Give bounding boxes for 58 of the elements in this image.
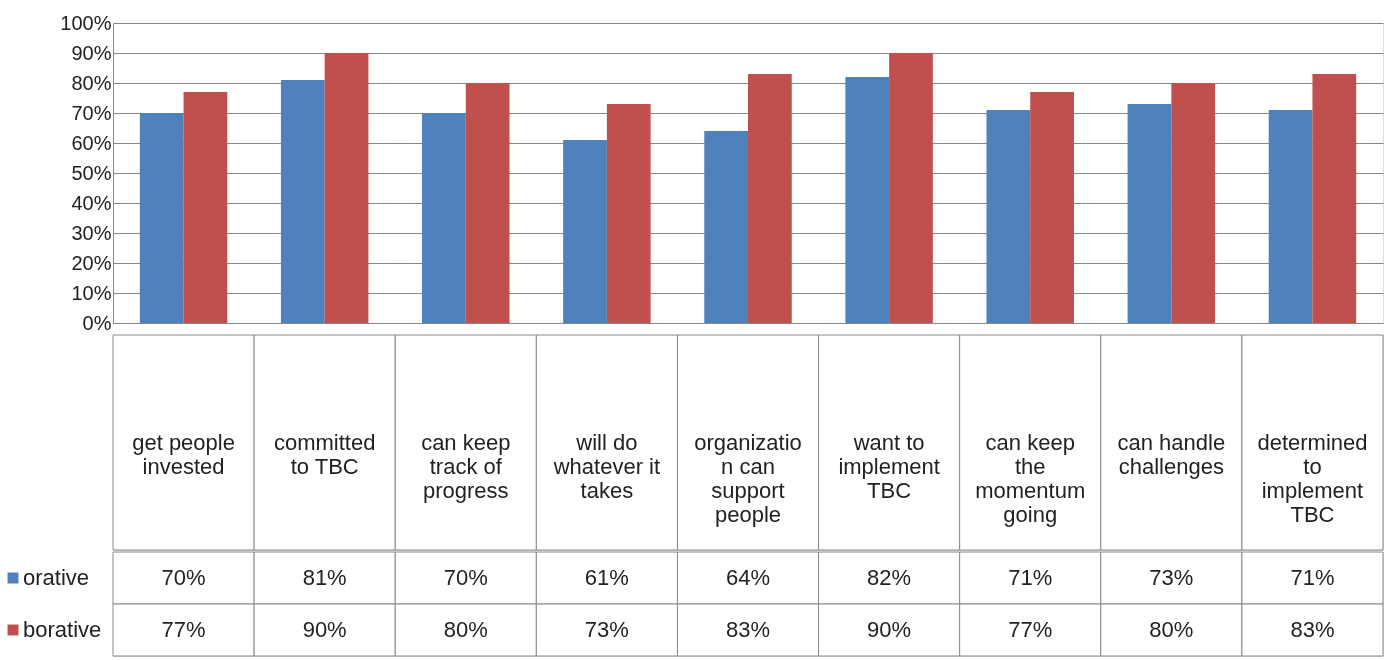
x-tick-label: want to implement TBC [838, 429, 940, 503]
data-label: 90% [867, 617, 912, 642]
y-tick-label: 90% [71, 41, 112, 64]
x-tick-label: get people invested [132, 429, 235, 479]
data-label: 71% [1008, 565, 1053, 590]
y-tick-label: 100% [60, 11, 112, 34]
bar [183, 92, 228, 323]
data-label: 71% [1290, 565, 1335, 590]
bar [1268, 110, 1313, 323]
bar [1127, 104, 1172, 323]
data-label: 73% [584, 617, 629, 642]
data-label: 70% [443, 565, 488, 590]
bar [422, 113, 466, 323]
y-tick-label: 0% [82, 311, 112, 334]
bar [845, 77, 890, 323]
data-label: 82% [867, 565, 912, 590]
x-tick-label: will do whatever it takes [552, 429, 661, 503]
data-label: 90% [302, 617, 347, 642]
bar [563, 140, 607, 323]
data-label: 80% [443, 617, 488, 642]
bar [465, 83, 510, 323]
y-tick-label: 30% [71, 221, 112, 244]
y-tick-label: 10% [71, 281, 112, 304]
bar [889, 53, 933, 323]
data-label: 77% [161, 617, 206, 642]
bar [139, 113, 184, 323]
legend-label: borative [23, 617, 102, 642]
y-tick-label: 20% [71, 251, 112, 274]
legend-label: orative [23, 565, 90, 590]
data-label: 83% [1290, 617, 1335, 642]
bar [324, 53, 369, 323]
y-tick-label: 40% [71, 191, 112, 214]
data-label: 61% [584, 565, 629, 590]
bar [280, 80, 325, 323]
y-tick-label: 50% [71, 161, 112, 184]
data-label: 64% [725, 565, 771, 590]
x-tick-label: determined to implement TBC [1257, 429, 1368, 527]
bar [748, 74, 792, 323]
y-tick-label: 60% [71, 131, 112, 154]
bar [986, 110, 1031, 323]
data-label: 77% [1008, 617, 1053, 642]
bar [1030, 92, 1074, 323]
x-tick-label: committed to TBC [273, 429, 376, 479]
y-tick-label: 80% [71, 71, 112, 94]
bar [1171, 83, 1216, 323]
bar [1312, 74, 1357, 323]
data-label: 83% [725, 617, 771, 642]
x-tick-label: organization can support people [694, 429, 802, 527]
x-tick-label: can handle challenges [1117, 429, 1226, 479]
data-label: 73% [1149, 565, 1194, 590]
bar [606, 104, 651, 323]
x-tick-label: can keep the momentum going [975, 429, 1086, 527]
x-tick-label: can keep track of progress [421, 429, 511, 503]
bar [704, 131, 748, 323]
data-label: 81% [302, 565, 347, 590]
y-tick-label: 70% [71, 101, 112, 124]
data-label: 70% [161, 565, 206, 590]
data-label: 80% [1149, 617, 1194, 642]
